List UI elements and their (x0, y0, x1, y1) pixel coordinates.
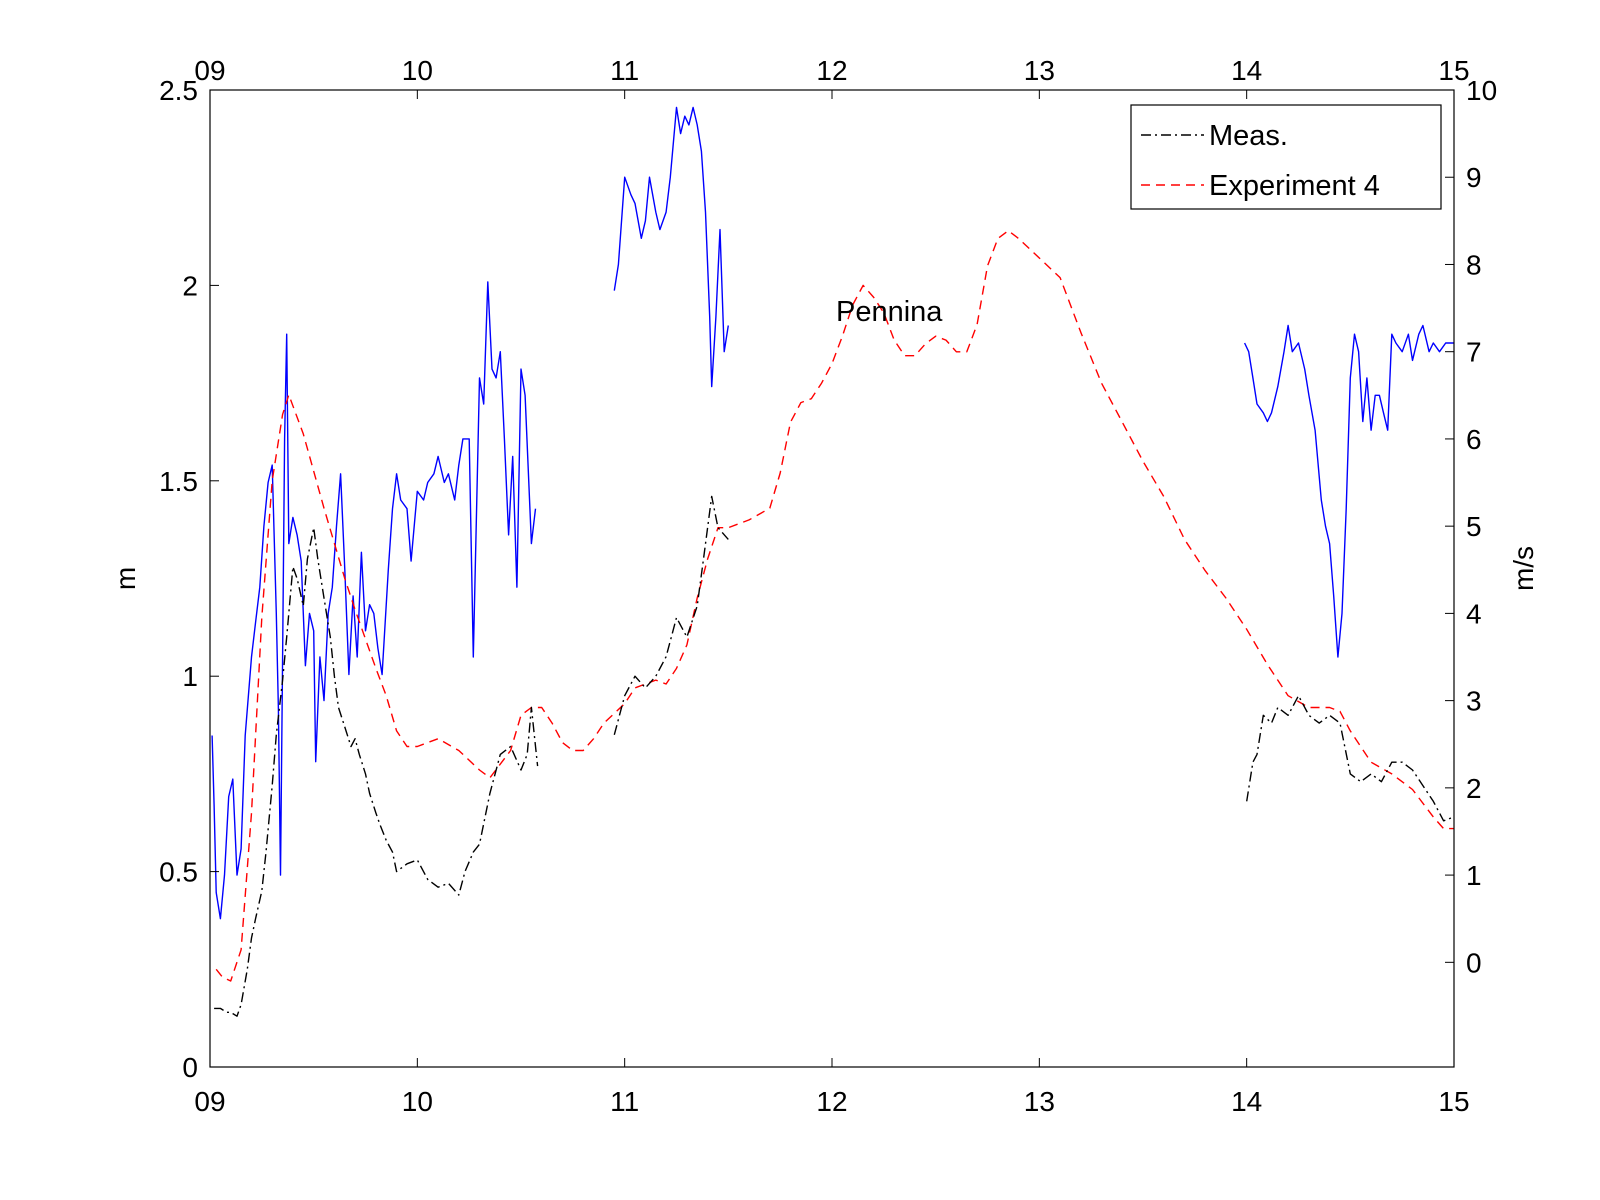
y-tick-label-right: 9 (1466, 162, 1482, 193)
plot-series (211, 106, 1455, 1017)
y-tick-label-right: 7 (1466, 337, 1482, 368)
series-line-meas-segment-0 (214, 527, 539, 1017)
x-tick-label-bottom: 09 (194, 1086, 225, 1117)
x-tick-label-top: 10 (402, 55, 433, 86)
y-tick-label-right: 5 (1466, 511, 1482, 542)
legend-label-meas: Meas. (1209, 120, 1288, 152)
y-tick-label-left: 0.5 (159, 857, 198, 888)
legend-box (1130, 104, 1442, 210)
series-line-meas-segment-1 (613, 495, 729, 735)
y-tick-label-right: 0 (1466, 947, 1482, 978)
x-tick-label-bottom: 12 (816, 1086, 847, 1117)
series-line-right-axis-segment-2 (1243, 324, 1454, 658)
y-axis-label-left: m (110, 567, 141, 590)
axis-ticks: 090910101111121213131414151500.511.522.5… (159, 55, 1497, 1117)
y-tick-label-left: 1 (182, 661, 198, 692)
legend: Meas. Experiment 4 (1130, 104, 1442, 210)
series-line-right-axis-segment-1 (613, 106, 729, 388)
y-tick-label-left: 0 (182, 1052, 198, 1083)
x-tick-label-top: 12 (816, 55, 847, 86)
x-tick-label-top: 15 (1438, 55, 1469, 86)
y-tick-label-right: 8 (1466, 249, 1482, 280)
y-tick-label-left: 1.5 (159, 466, 198, 497)
y-tick-label-left: 2.5 (159, 75, 198, 106)
x-tick-label-top: 09 (194, 55, 225, 86)
series-line-right-axis-segment-0 (211, 281, 537, 920)
y-axis-label-right: m/s (1508, 546, 1539, 591)
x-tick-label-bottom: 11 (610, 1086, 639, 1117)
y-tick-label-right: 6 (1466, 424, 1482, 455)
series-line-experiment-4-segment-0 (215, 229, 1454, 982)
x-tick-label-bottom: 10 (402, 1086, 433, 1117)
y-tick-label-right: 1 (1466, 860, 1482, 891)
x-tick-label-top: 14 (1231, 55, 1262, 86)
chart-annotation: Pennina (836, 296, 943, 328)
x-tick-label-top: 11 (610, 55, 639, 86)
x-tick-label-bottom: 13 (1024, 1086, 1055, 1117)
x-tick-label-top: 13 (1024, 55, 1055, 86)
y-tick-label-left: 2 (182, 270, 198, 301)
y-tick-label-right: 10 (1466, 75, 1497, 106)
y-tick-label-right: 4 (1466, 598, 1482, 629)
y-tick-label-right: 3 (1466, 686, 1482, 717)
x-tick-label-bottom: 15 (1438, 1086, 1469, 1117)
legend-label-experiment: Experiment 4 (1209, 170, 1380, 202)
x-tick-label-bottom: 14 (1231, 1086, 1262, 1117)
series-line-meas-segment-2 (1246, 695, 1455, 822)
y-tick-label-right: 2 (1466, 773, 1482, 804)
